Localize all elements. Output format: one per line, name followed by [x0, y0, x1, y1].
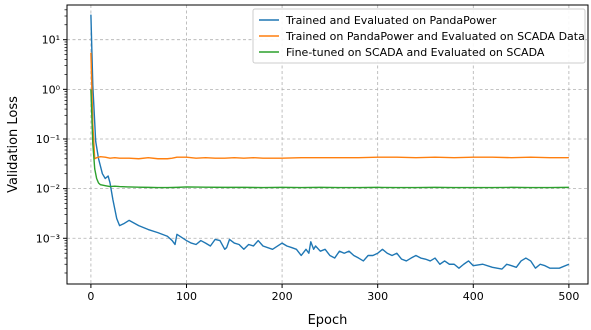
legend: Trained and Evaluated on PandaPower Train…: [252, 8, 586, 64]
series-line-2: [90, 52, 569, 160]
x-axis: 0 100 200 300 400 500: [87, 284, 579, 303]
y-tick-label: 10⁻²: [36, 183, 60, 196]
y-tick-label: 10⁻¹: [36, 133, 60, 146]
x-tick-label: 400: [463, 290, 484, 303]
y-axis-title: Validation Loss: [6, 96, 21, 193]
y-tick-label: 10⁰: [42, 83, 61, 96]
legend-label-2: Trained on PandaPower and Evaluated on S…: [285, 30, 585, 43]
series-line-3: [90, 89, 569, 189]
y-axis: 10⁻³ 10⁻² 10⁻¹ 10⁰ 10¹: [36, 9, 67, 274]
x-tick-label: 200: [272, 290, 293, 303]
x-tick-label: 0: [87, 290, 94, 303]
x-tick-label: 300: [367, 290, 388, 303]
y-tick-label: 10⁻³: [36, 232, 60, 245]
series-line-1: [90, 14, 570, 270]
plot-frame: [66, 4, 589, 285]
x-tick-label: 100: [176, 290, 197, 303]
x-tick-label: 500: [558, 290, 579, 303]
legend-label-1: Trained and Evaluated on PandaPower: [285, 14, 497, 27]
series-layer: [90, 14, 570, 270]
legend-box: [252, 8, 586, 64]
x-axis-title: Epoch: [308, 313, 348, 328]
legend-label-3: Fine-tuned on SCADA and Evaluated on SCA…: [286, 46, 545, 59]
y-tick-label: 10¹: [42, 34, 60, 47]
